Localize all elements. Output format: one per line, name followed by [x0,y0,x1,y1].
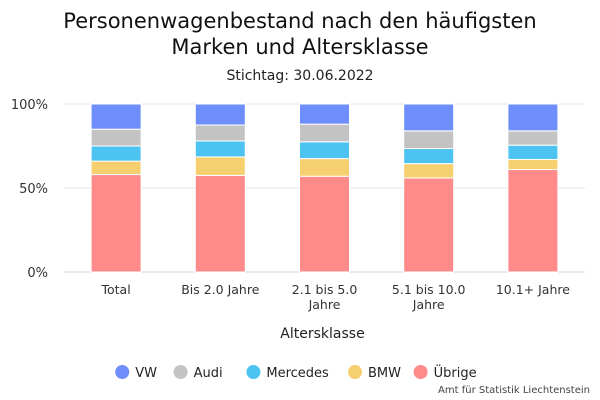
legend-swatch [115,365,130,379]
bar-segment-audi[interactable] [403,130,455,150]
bar-segment-übrige[interactable] [299,175,350,273]
legend-swatch [173,365,188,379]
legend-swatch [246,365,261,379]
bar-segment-audi[interactable] [507,130,559,146]
y-tick-label: 50% [19,182,48,197]
legend-item-audi[interactable]: Audi [173,365,223,381]
bar-segment-bmw[interactable] [299,158,350,177]
legend-label: VW [135,366,157,381]
bars [90,103,559,273]
x-tick-label: Total [100,282,130,297]
legend-item-übrige[interactable]: Übrige [413,364,477,381]
legend[interactable]: VW Audi Mercedes BMW Übrige [115,364,477,381]
x-axis-title: Altersklasse [280,326,364,342]
x-tick-label: Bis 2.0 Jahre [181,282,260,297]
bar-segment-bmw[interactable] [90,160,142,176]
bar-segment-mercedes[interactable] [299,141,350,160]
bar-segment-übrige[interactable] [90,174,142,273]
bar-segment-übrige[interactable] [403,177,455,273]
y-tick-label: 0% [27,266,48,281]
bar-segment-vw[interactable] [403,103,455,132]
bar-segment-audi[interactable] [90,128,142,147]
bar-segment-vw[interactable] [507,103,559,132]
legend-swatch [348,365,362,379]
legend-label: BMW [368,366,401,381]
bar-segment-vw[interactable] [194,103,246,126]
bar-segment-übrige[interactable] [194,174,246,273]
chart-title-line-2: Marken und Altersklasse [171,35,429,59]
legend-label: Übrige [434,364,477,381]
legend-label: Mercedes [266,366,329,381]
source-credit: Amt für Statistik Liechtenstein [438,385,590,396]
bar-segment-mercedes[interactable] [507,144,559,160]
x-tick-label: Jahre [412,297,445,312]
bar-segment-audi[interactable] [299,123,350,143]
y-tick-label: 100% [11,98,48,113]
chart-title-line-1: Personenwagenbestand nach den häufigsten [63,9,537,33]
axes: 0%50%100%Total Bis 2.0 Jahre 2.1 bis 5.0Ja… [11,98,570,342]
x-tick-label: 5.1 bis 10.0 [392,282,466,297]
bar-segment-bmw[interactable] [194,156,246,176]
bar-segment-mercedes[interactable] [194,140,246,158]
bar-segment-audi[interactable] [194,124,246,142]
bar-segment-vw[interactable] [90,103,142,130]
legend-item-vw[interactable]: VW [115,365,157,381]
bar-segment-mercedes[interactable] [403,148,455,165]
legend-swatch [413,365,428,379]
bar-segment-bmw[interactable] [403,163,455,179]
chart-title: Personenwagenbestand nach den häufigsten… [0,8,600,60]
bar-segment-vw[interactable] [299,103,350,125]
chart-subtitle: Stichtag: 30.06.2022 [226,68,374,84]
legend-label: Audi [194,366,223,381]
bar-segment-mercedes[interactable] [90,145,142,162]
x-tick-label: 10.1+ Jahre [496,282,570,297]
x-tick-label: Jahre [308,297,341,312]
bar-segment-bmw[interactable] [507,158,559,171]
bar-segment-übrige[interactable] [507,169,559,273]
x-tick-label: 2.1 bis 5.0 [292,282,358,297]
legend-item-mercedes[interactable]: Mercedes [246,365,329,381]
legend-item-bmw[interactable]: BMW [348,365,401,381]
